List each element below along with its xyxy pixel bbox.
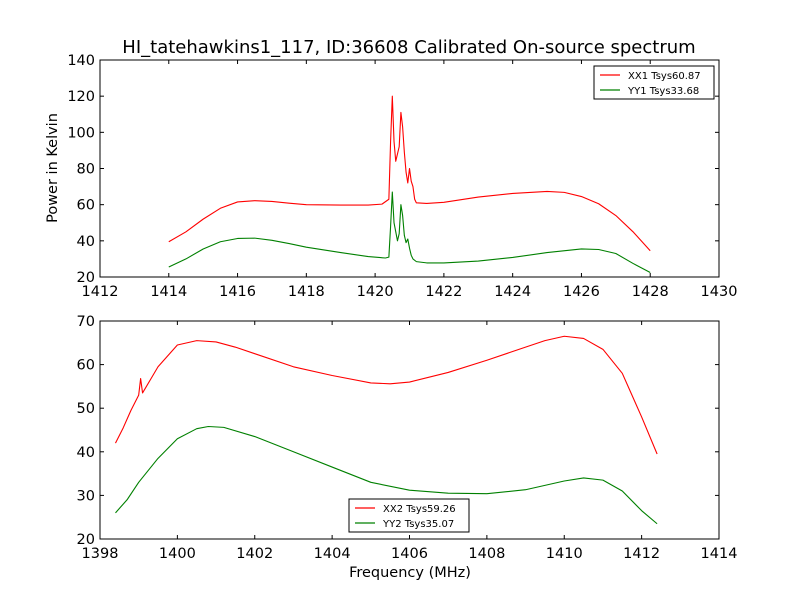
- bottom-y-tick-label: 40: [77, 445, 95, 461]
- bottom-x-tick-label: 1408: [468, 546, 505, 562]
- bottom-x-axis-label: Frequency (MHz): [349, 565, 471, 581]
- bottom-x-tick-label: 1412: [623, 546, 660, 562]
- top-legend: XX1 Tsys60.87 YY1 Tsys33.68: [593, 65, 715, 100]
- top-y-tick-label: 140: [67, 53, 95, 69]
- bottom-y-tick-label: 70: [77, 314, 95, 330]
- bottom-y-tick-label: 60: [77, 358, 95, 374]
- top-x-tick-label: 1420: [357, 284, 394, 300]
- bottom-x-tick-label: 1414: [701, 546, 738, 562]
- bottom-x-tick-label: 1406: [391, 546, 428, 562]
- top-x-tick-label: 1416: [219, 284, 256, 300]
- bottom-y-tick-label: 30: [77, 488, 95, 504]
- bottom-legend: XX2 Tsys59.26 YY2 Tsys35.07: [348, 498, 470, 533]
- bottom-panel: 1398 1400 1402 1404 1406 1408 1410 1412 1414 20 30…: [77, 314, 738, 562]
- figure-title: HI_tatehawkins1_117, ID:36608 Calibrated…: [122, 37, 695, 58]
- bottom-legend-box: [348, 498, 470, 533]
- top-x-tick-label: 1412: [82, 284, 119, 300]
- bottom-x-tick-label: 1402: [236, 546, 273, 562]
- top-x-tick-label: 1424: [494, 284, 531, 300]
- bottom-x-tick-label: 1400: [159, 546, 196, 562]
- bottom-series-xx-line: [114, 335, 658, 455]
- top-y-tick-label: 100: [67, 125, 95, 141]
- top-legend-box: [593, 65, 715, 100]
- top-x-tick-label: 1430: [701, 284, 738, 300]
- bottom-y-tick-label: 20: [77, 532, 95, 548]
- top-x-tick-label: 1426: [563, 284, 600, 300]
- bottom-x-tick-label: 1404: [314, 546, 351, 562]
- top-series-yy-line: [168, 191, 651, 273]
- top-y-tick-label: 60: [77, 198, 95, 214]
- top-y-tick-label: 20: [77, 270, 95, 286]
- top-series-xx-line: [168, 95, 651, 252]
- bottom-y-tick-label: 50: [77, 401, 95, 417]
- bottom-legend-label: XX2 Tsys59.26: [383, 504, 456, 515]
- top-x-tick-label: 1428: [632, 284, 669, 300]
- top-panel: 1412 1414 1416 1418 1420 1422 1424 1426 1428 1430…: [67, 53, 737, 300]
- top-y-tick-label: 40: [77, 234, 95, 250]
- top-x-tick-label: 1414: [150, 284, 187, 300]
- bottom-x-tick-label: 1410: [546, 546, 583, 562]
- top-x-tick-label: 1422: [425, 284, 462, 300]
- top-legend-label: YY1 Tsys33.68: [627, 86, 699, 97]
- top-y-axis-label: Power in Kelvin: [45, 113, 61, 223]
- bottom-legend-label: YY2 Tsys35.07: [382, 519, 454, 530]
- top-y-tick-label: 80: [77, 162, 95, 178]
- top-x-tick-label: 1418: [288, 284, 325, 300]
- top-y-tick-label: 120: [67, 89, 95, 105]
- bottom-x-tick-label: 1398: [82, 546, 119, 562]
- top-legend-label: XX1 Tsys60.87: [628, 71, 701, 82]
- bottom-series-yy-line: [115, 425, 658, 525]
